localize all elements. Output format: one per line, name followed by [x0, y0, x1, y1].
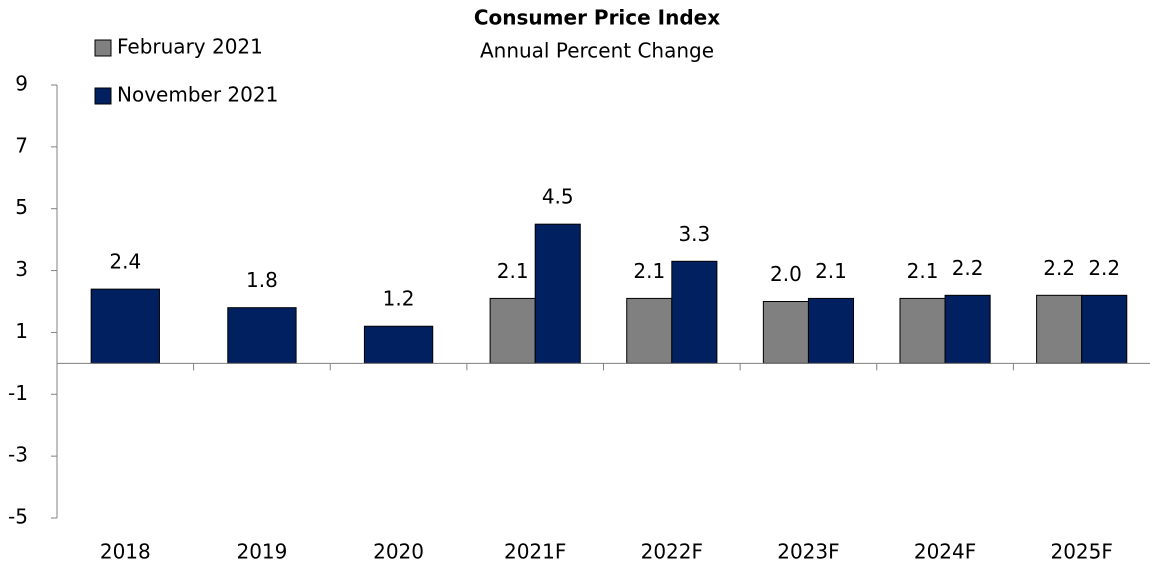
data-label: 2.2 [952, 256, 984, 280]
x-tick-label: 2025F [1050, 540, 1112, 564]
bar [899, 297, 946, 364]
bar [90, 288, 160, 364]
x-tick-label: 2021F [504, 540, 566, 564]
data-label: 2.0 [770, 262, 802, 286]
x-tick-label: 2019 [236, 540, 287, 564]
data-label: 2.2 [1088, 256, 1120, 280]
bar [944, 294, 991, 364]
legend-swatch [94, 39, 112, 57]
y-tick-label: -1 [8, 381, 28, 405]
y-tick-label: 9 [15, 72, 28, 96]
data-label: 1.8 [246, 268, 278, 292]
y-tick-label: -3 [8, 443, 28, 467]
data-label: 2.1 [497, 259, 529, 283]
x-tick-label: 2022F [641, 540, 703, 564]
data-label: 3.3 [678, 222, 710, 246]
x-tick-label: 2020 [373, 540, 424, 564]
data-label: 1.2 [383, 287, 415, 311]
y-tick-label: 3 [15, 257, 28, 281]
bar [489, 297, 536, 364]
bar [227, 307, 297, 364]
bar [626, 297, 673, 364]
y-tick-label: -5 [8, 505, 28, 529]
data-label: 2.1 [633, 259, 665, 283]
chart-subtitle: Annual Percent Change [480, 39, 714, 63]
y-tick-label: 5 [15, 195, 28, 219]
bar [1036, 294, 1083, 364]
bar [534, 223, 581, 364]
bar [363, 325, 434, 364]
data-label: 2.4 [109, 250, 141, 274]
x-tick-label: 2024F [914, 540, 976, 564]
bar [807, 297, 855, 364]
legend-swatch [94, 87, 112, 105]
data-label: 2.1 [815, 259, 847, 283]
data-label: 2.1 [907, 259, 939, 283]
bar [1081, 294, 1128, 364]
data-label: 2.2 [1043, 256, 1075, 280]
legend-label: November 2021 [117, 83, 278, 107]
bar [671, 260, 718, 364]
x-tick-label: 2018 [100, 540, 151, 564]
chart-title: Consumer Price Index [474, 6, 720, 30]
bar [762, 301, 809, 364]
data-label: 4.5 [542, 185, 574, 209]
y-tick-label: 7 [15, 133, 28, 157]
x-tick-label: 2023F [777, 540, 839, 564]
y-tick-label: 1 [15, 319, 28, 343]
legend-label: February 2021 [117, 35, 263, 59]
